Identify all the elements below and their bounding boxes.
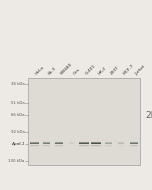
Bar	[118, 146, 124, 147]
Bar	[30, 146, 39, 147]
Text: Ek-3: Ek-3	[47, 66, 57, 76]
Bar	[79, 143, 89, 144]
Bar	[43, 142, 50, 143]
Text: HeLa: HeLa	[35, 65, 46, 76]
Bar	[105, 146, 112, 147]
Bar	[30, 142, 39, 143]
Bar	[79, 145, 89, 146]
Bar	[69, 146, 74, 147]
Text: Jurkat: Jurkat	[135, 64, 146, 76]
Bar	[130, 143, 138, 144]
Bar	[55, 146, 63, 147]
Bar	[30, 143, 39, 144]
Bar	[28, 78, 140, 165]
Bar	[118, 142, 124, 143]
Bar	[43, 146, 50, 147]
Text: 293T: 293T	[110, 65, 120, 76]
Bar	[92, 142, 101, 143]
Text: 130 kDa: 130 kDa	[8, 159, 25, 163]
Text: 92 kDa: 92 kDa	[11, 130, 25, 134]
Bar	[30, 145, 39, 146]
Bar	[55, 143, 63, 144]
Text: MCF-7: MCF-7	[122, 63, 135, 76]
Bar	[105, 145, 112, 146]
Bar	[130, 145, 138, 146]
Text: G-401: G-401	[85, 64, 97, 76]
Text: 36 kDa: 36 kDa	[11, 82, 25, 86]
Text: Apaf-1: Apaf-1	[11, 142, 25, 146]
Bar	[43, 145, 50, 146]
Bar	[92, 146, 101, 147]
Text: SW480: SW480	[60, 62, 74, 76]
Bar	[55, 145, 63, 146]
Bar	[118, 145, 124, 146]
Bar	[79, 142, 89, 143]
Bar	[92, 145, 101, 146]
Bar	[130, 142, 138, 143]
Text: 51 kDa: 51 kDa	[11, 101, 25, 105]
Text: 66 kDa: 66 kDa	[11, 112, 25, 116]
Bar	[130, 146, 138, 147]
Bar	[118, 143, 124, 144]
Bar	[79, 146, 89, 147]
Bar	[69, 142, 74, 143]
Text: 2E12: 2E12	[145, 111, 152, 120]
Bar	[92, 143, 101, 144]
Text: Cos: Cos	[72, 67, 81, 76]
Bar	[105, 143, 112, 144]
Bar	[55, 142, 63, 143]
Bar	[105, 142, 112, 143]
Bar	[69, 143, 74, 144]
Bar	[69, 145, 74, 146]
Bar	[43, 143, 50, 144]
Text: HK-2: HK-2	[97, 66, 107, 76]
